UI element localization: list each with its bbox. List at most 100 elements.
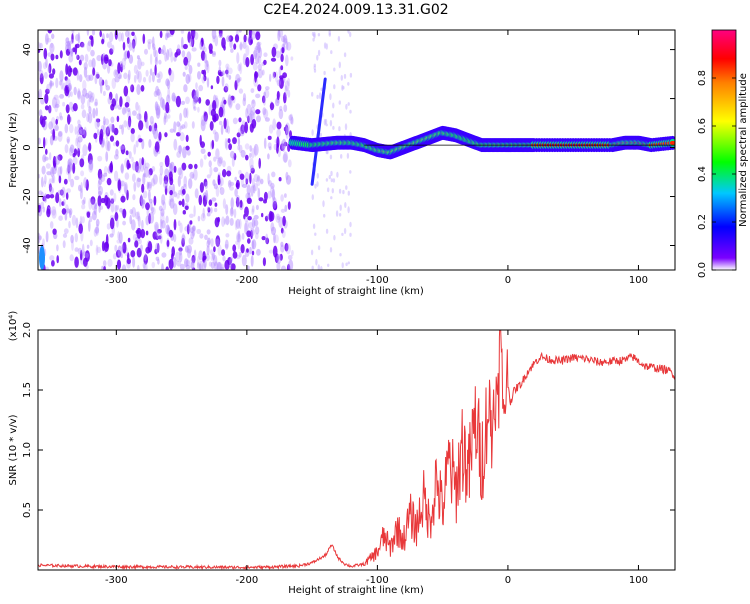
noise-blob bbox=[311, 91, 314, 97]
noise-blob bbox=[141, 198, 145, 209]
x-tick-label: 100 bbox=[629, 275, 648, 286]
noise-blob bbox=[238, 169, 242, 176]
noise-blob bbox=[285, 54, 289, 67]
noise-blob bbox=[130, 84, 135, 93]
noise-blob bbox=[250, 30, 256, 40]
noise-blob bbox=[76, 140, 81, 152]
noise-blob bbox=[329, 247, 333, 253]
noise-blob bbox=[312, 33, 316, 38]
noise-blob bbox=[219, 187, 225, 195]
noise-blob bbox=[280, 141, 284, 150]
noise-blob bbox=[159, 219, 163, 230]
noise-blob bbox=[330, 178, 333, 183]
noise-blob bbox=[247, 265, 250, 270]
noise-blob bbox=[285, 243, 291, 255]
noise-blob bbox=[236, 201, 241, 208]
noise-blob bbox=[256, 248, 261, 256]
noise-blob bbox=[314, 183, 317, 189]
noise-blob bbox=[238, 127, 243, 135]
noise-blob bbox=[349, 232, 352, 237]
noise-blob bbox=[344, 123, 348, 131]
noise-blob bbox=[85, 92, 90, 99]
noise-blob bbox=[265, 233, 269, 244]
noise-blob bbox=[325, 228, 329, 234]
noise-blob bbox=[68, 101, 74, 110]
noise-blob bbox=[61, 186, 66, 198]
noise-blob bbox=[339, 253, 342, 257]
noise-blob bbox=[230, 263, 236, 270]
noise-blob bbox=[88, 59, 93, 68]
noise-blob bbox=[287, 159, 292, 168]
noise-blob bbox=[131, 40, 136, 53]
noise-blob bbox=[176, 151, 182, 158]
noise-blob bbox=[68, 54, 74, 63]
noise-blob bbox=[105, 85, 111, 91]
x-tick-label: -200 bbox=[236, 275, 259, 286]
noise-blob bbox=[121, 32, 124, 42]
noise-blob bbox=[251, 99, 256, 108]
noise-blob bbox=[71, 214, 77, 226]
noise-blob bbox=[147, 41, 151, 50]
noise-blob bbox=[122, 220, 126, 226]
noise-blob bbox=[245, 154, 249, 161]
noise-blob bbox=[88, 161, 94, 173]
noise-blob bbox=[290, 56, 294, 61]
noise-blob bbox=[325, 123, 328, 127]
noise-blob bbox=[185, 134, 189, 143]
noise-blob bbox=[218, 66, 221, 73]
noise-blob bbox=[268, 249, 274, 254]
noise-blob bbox=[81, 109, 87, 119]
noise-blob bbox=[267, 142, 272, 149]
noise-blob bbox=[98, 177, 103, 186]
noise-blob bbox=[331, 113, 334, 118]
noise-blob bbox=[252, 50, 258, 60]
noise-blob bbox=[230, 48, 234, 53]
noise-blob bbox=[116, 205, 120, 210]
noise-blob bbox=[316, 181, 319, 187]
noise-blob bbox=[155, 256, 160, 261]
noise-blob bbox=[136, 247, 142, 258]
noise-blob bbox=[162, 201, 167, 211]
noise-blob bbox=[39, 73, 44, 85]
noise-blob bbox=[144, 162, 150, 169]
noise-blob bbox=[109, 189, 114, 196]
noise-blob bbox=[142, 172, 147, 178]
noise-blob bbox=[120, 163, 125, 174]
noise-blob bbox=[278, 216, 284, 228]
noise-blob bbox=[53, 160, 56, 169]
noise-blob bbox=[151, 207, 156, 215]
noise-blob bbox=[94, 226, 100, 234]
noise-blob bbox=[136, 84, 141, 96]
noise-blob bbox=[193, 249, 197, 259]
noise-blob bbox=[152, 231, 158, 240]
noise-blob bbox=[75, 137, 78, 147]
noise-blob bbox=[235, 103, 241, 111]
noise-blob bbox=[179, 132, 185, 142]
noise-blob bbox=[288, 259, 294, 270]
noise-blob bbox=[138, 238, 142, 245]
spectrogram-frame bbox=[37, 29, 676, 271]
noise-blob bbox=[72, 103, 78, 112]
noise-blob bbox=[123, 72, 128, 80]
noise-blob bbox=[284, 126, 288, 131]
noise-blob bbox=[152, 43, 156, 51]
noise-blob bbox=[272, 197, 277, 209]
noise-blob bbox=[254, 71, 257, 83]
noise-blob bbox=[148, 171, 151, 179]
noise-blob bbox=[105, 139, 110, 151]
noise-blob bbox=[104, 194, 109, 206]
noise-blob bbox=[175, 95, 181, 108]
noise-blob bbox=[176, 132, 181, 137]
noise-blob bbox=[80, 103, 85, 110]
noise-blob bbox=[265, 86, 270, 91]
noise-blob bbox=[214, 131, 219, 142]
noise-blob bbox=[238, 117, 242, 123]
noise-blob bbox=[81, 199, 86, 205]
noise-blob bbox=[49, 221, 54, 229]
noise-blob bbox=[167, 87, 171, 99]
snr-axes: -300 -200 -100 0 100 0.5 1.0 1.5 2.0 bbox=[22, 322, 675, 586]
noise-blob bbox=[250, 255, 254, 267]
noise-blob bbox=[286, 41, 292, 51]
noise-blob bbox=[268, 146, 272, 151]
noise-blob bbox=[113, 127, 119, 136]
